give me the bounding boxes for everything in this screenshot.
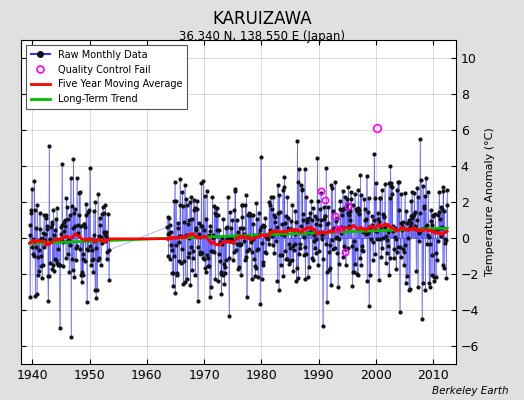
Text: KARUIZAWA: KARUIZAWA	[212, 10, 312, 28]
Text: 36.340 N, 138.550 E (Japan): 36.340 N, 138.550 E (Japan)	[179, 30, 345, 43]
Y-axis label: Temperature Anomaly (°C): Temperature Anomaly (°C)	[485, 128, 495, 276]
Text: Berkeley Earth: Berkeley Earth	[432, 386, 508, 396]
Legend: Raw Monthly Data, Quality Control Fail, Five Year Moving Average, Long-Term Tren: Raw Monthly Data, Quality Control Fail, …	[26, 45, 187, 109]
